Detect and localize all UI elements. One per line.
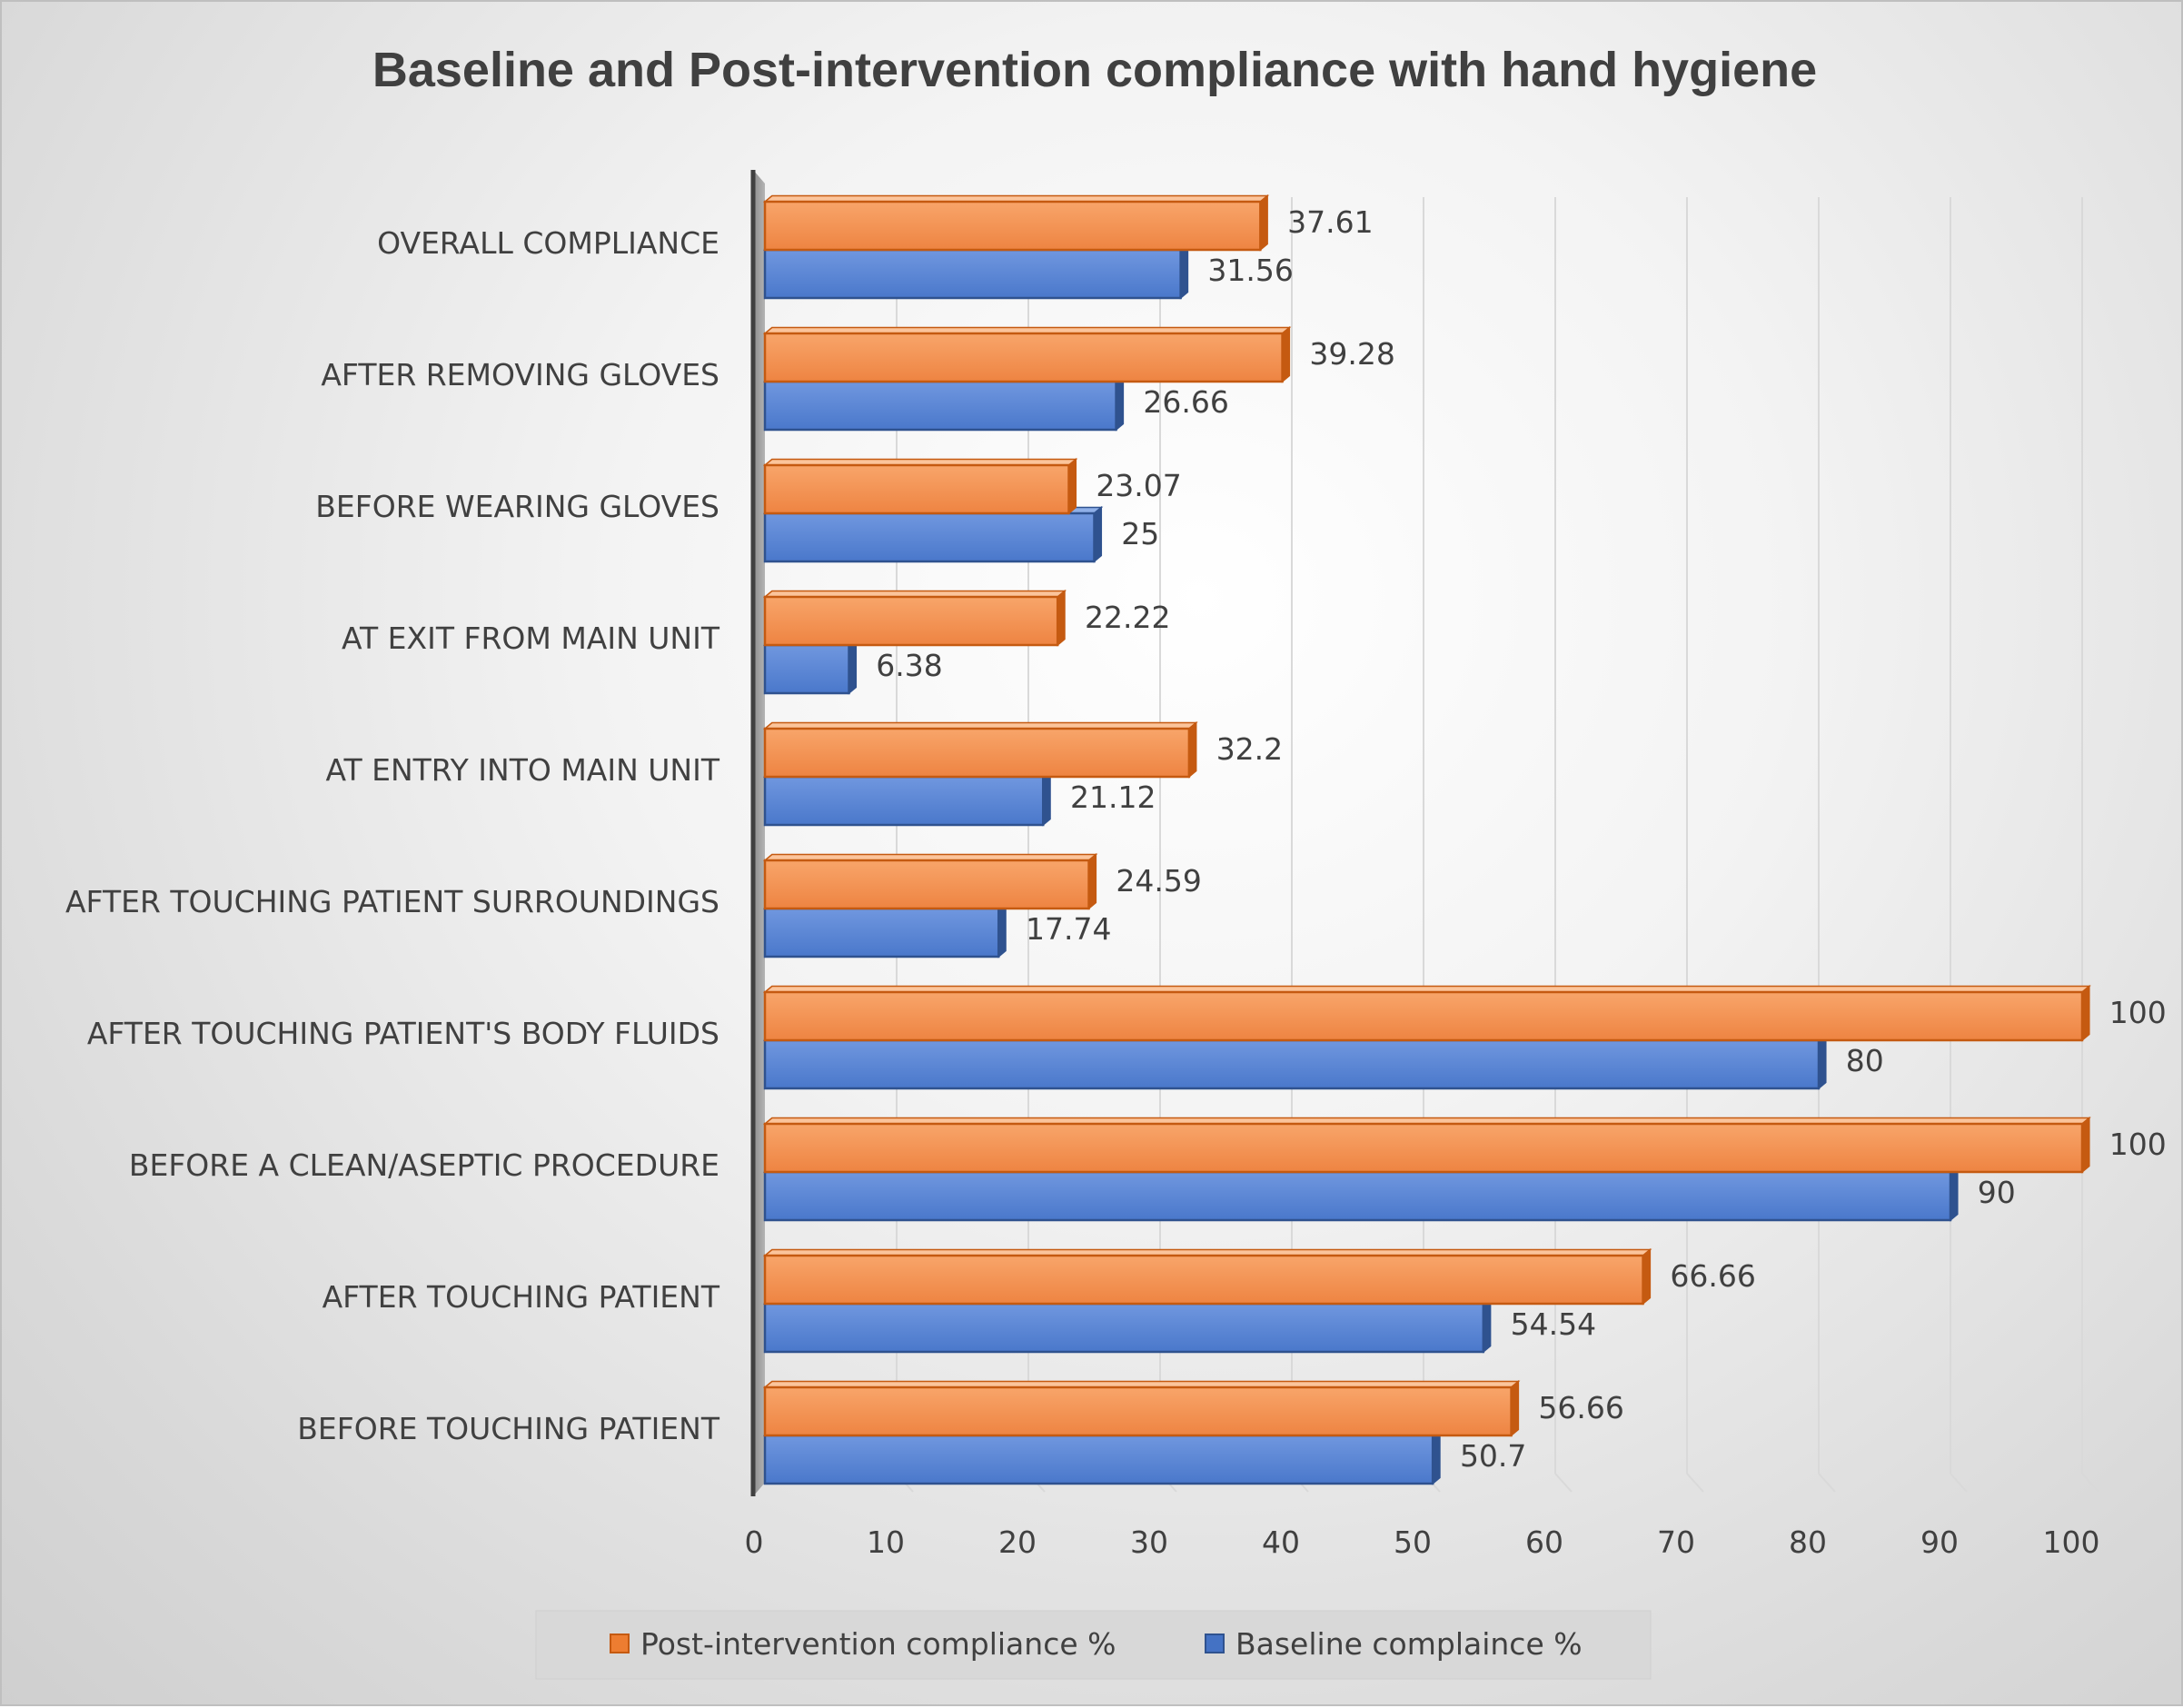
data-label-post: 32.2 — [1216, 731, 1283, 767]
bar-baseline — [762, 769, 1053, 827]
category-label: AFTER REMOVING GLOVES — [321, 357, 719, 392]
bar-baseline — [762, 1296, 1493, 1354]
category-label: AFTER TOUCHING PATIENT SURROUNDINGS — [65, 884, 719, 919]
bar-baseline — [762, 900, 1008, 958]
bar-post-intervention — [762, 194, 1270, 252]
data-label-post: 66.66 — [1670, 1258, 1755, 1294]
data-label-post: 100 — [2109, 995, 2167, 1030]
category-label: BEFORE A CLEAN/ASEPTIC PROCEDURE — [129, 1147, 719, 1183]
x-tick-label: 80 — [1789, 1524, 1827, 1560]
bar-post-intervention — [762, 1379, 1521, 1437]
category-label: AT ENTRY INTO MAIN UNIT — [325, 752, 719, 788]
bar-baseline — [762, 373, 1126, 432]
data-label-baseline: 50.7 — [1460, 1438, 1526, 1474]
bar-baseline — [762, 242, 1190, 300]
data-label-baseline: 54.54 — [1511, 1306, 1596, 1342]
bar-post-intervention — [762, 1116, 2091, 1174]
data-label-post: 23.07 — [1096, 468, 1181, 503]
x-tick-label: 90 — [1920, 1524, 1959, 1560]
bar-baseline — [762, 505, 1104, 563]
legend-swatch-baseline — [1205, 1634, 1225, 1653]
data-label-post: 22.22 — [1085, 600, 1170, 635]
data-label-baseline: 17.74 — [1026, 911, 1111, 947]
data-label-baseline: 26.66 — [1143, 384, 1228, 420]
x-tick-label: 20 — [998, 1524, 1037, 1560]
x-tick-label: 70 — [1657, 1524, 1695, 1560]
category-label: BEFORE WEARING GLOVES — [315, 489, 719, 524]
data-label-post: 100 — [2109, 1127, 2167, 1162]
bars — [762, 194, 2091, 1485]
axis-wall-side — [753, 170, 765, 1496]
chart-title: Baseline and Post-intervention complianc… — [372, 43, 1817, 97]
gridline-floor — [1950, 1473, 1968, 1493]
legend-label-baseline: Baseline complaince % — [1235, 1626, 1583, 1662]
data-label-post: 37.61 — [1287, 204, 1373, 240]
category-label: AFTER TOUCHING PATIENT'S BODY FLUIDS — [87, 1016, 719, 1051]
data-label-baseline: 6.38 — [876, 648, 942, 683]
data-label-baseline: 21.12 — [1070, 780, 1156, 815]
bar-post-intervention — [762, 589, 1067, 647]
bar-post-intervention — [762, 852, 1098, 910]
legend-swatch-post — [610, 1634, 630, 1653]
gridline-floor — [1818, 1473, 1836, 1493]
data-label-baseline: 90 — [1978, 1175, 2016, 1210]
bar-baseline — [762, 1032, 1828, 1090]
bar-baseline — [762, 637, 858, 695]
bar-baseline — [762, 1427, 1443, 1485]
bar-post-intervention — [762, 720, 1198, 779]
x-tick-label: 10 — [867, 1524, 905, 1560]
legend-box — [535, 1610, 1652, 1680]
axis-wall — [750, 170, 765, 1496]
gridline-floor — [1554, 1473, 1573, 1493]
gridline-floor — [1686, 1473, 1704, 1493]
labels: 0 10 20 30 40 50 60 70 80 90 100 OVERALL COMPLIANCE… — [65, 204, 2167, 1560]
data-label-post: 39.28 — [1309, 336, 1394, 372]
x-tick-label: 100 — [2043, 1524, 2100, 1560]
data-label-post: 56.66 — [1538, 1390, 1623, 1425]
bar-post-intervention — [762, 325, 1292, 383]
x-tick-label: 30 — [1130, 1524, 1168, 1560]
category-label: OVERALL COMPLIANCE — [377, 225, 719, 261]
bar-post-intervention — [762, 984, 2091, 1042]
category-label: AFTER TOUCHING PATIENT — [322, 1279, 720, 1315]
category-label: AT EXIT FROM MAIN UNIT — [342, 621, 720, 656]
legend: Post-intervention compliance % Baseline … — [535, 1610, 1652, 1680]
data-label-baseline: 25 — [1121, 516, 1159, 551]
data-label-post: 24.59 — [1116, 863, 1201, 899]
legend-label-post: Post-intervention compliance % — [640, 1626, 1116, 1662]
x-tick-label: 50 — [1394, 1524, 1432, 1560]
category-label: BEFORE TOUCHING PATIENT — [297, 1411, 720, 1446]
data-label-baseline: 80 — [1846, 1043, 1884, 1078]
data-label-baseline: 31.56 — [1207, 253, 1293, 288]
bar-post-intervention — [762, 1247, 1652, 1306]
x-tick-label: 0 — [745, 1524, 764, 1560]
bar-post-intervention — [762, 457, 1078, 515]
x-tick-label: 60 — [1525, 1524, 1563, 1560]
x-tick-label: 40 — [1262, 1524, 1300, 1560]
gridline-floor — [2081, 1473, 2099, 1493]
bar-baseline — [762, 1164, 1960, 1222]
